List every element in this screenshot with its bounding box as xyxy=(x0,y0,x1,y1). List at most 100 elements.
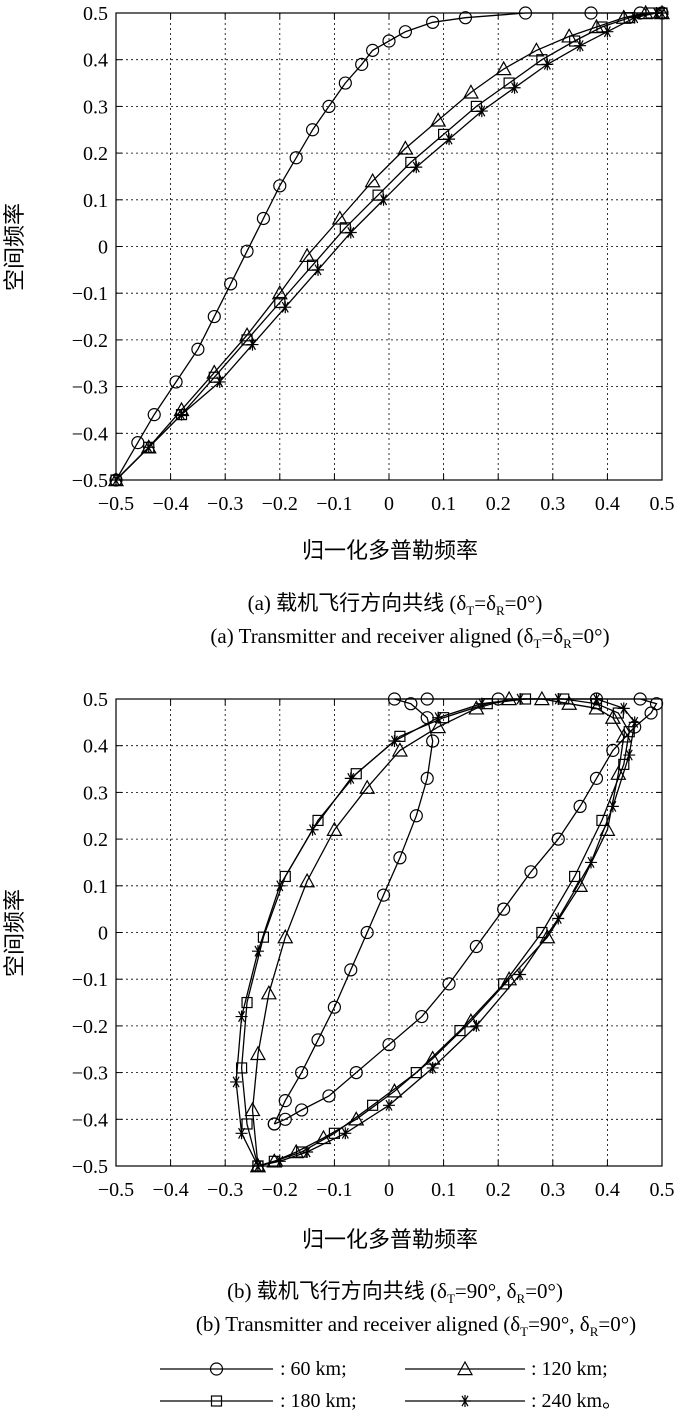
panel-a-y-ticks: −0.5 −0.4 −0.3 −0.2 −0.1 0 0.1 0.2 0.3 0.4 0.5 xyxy=(72,3,662,492)
data-point xyxy=(359,779,376,794)
legend-marker xyxy=(456,1360,474,1376)
x-tick-label: 0.4 xyxy=(595,493,620,515)
data-point xyxy=(498,978,510,990)
data-point xyxy=(207,309,221,324)
data-point xyxy=(585,856,598,869)
y-tick-label: −0.3 xyxy=(72,377,108,399)
data-point xyxy=(430,112,447,127)
data-point xyxy=(142,441,155,454)
data-point xyxy=(606,800,619,813)
data-point xyxy=(383,1099,395,1112)
data-point xyxy=(623,726,635,738)
data-point xyxy=(397,140,414,155)
y-tick-label: 0.4 xyxy=(83,50,108,72)
data-point xyxy=(454,1024,466,1037)
series-line xyxy=(240,698,630,1167)
legend-marker xyxy=(209,1362,224,1376)
x-tick-label: −0.5 xyxy=(98,1179,134,1201)
data-point xyxy=(552,912,565,925)
data-point xyxy=(458,11,473,25)
data-point xyxy=(541,58,554,71)
panel-a-caption-zh: (a) 载机飞行方向共线 (δT=δR=0°) xyxy=(248,591,543,618)
data-point xyxy=(312,263,325,276)
y-tick-label: −0.2 xyxy=(72,1016,108,1038)
data-point xyxy=(495,60,512,76)
y-tick-label: 0.2 xyxy=(83,143,108,165)
data-point xyxy=(311,1033,325,1047)
x-tick-label: 0.2 xyxy=(486,493,511,515)
data-point xyxy=(475,697,488,710)
data-point xyxy=(604,709,621,724)
data-point xyxy=(497,902,511,916)
data-point xyxy=(386,1083,403,1098)
data-point xyxy=(267,1117,281,1131)
data-point xyxy=(241,1118,253,1130)
series-line xyxy=(273,698,658,1125)
data-point xyxy=(299,872,316,888)
data-point xyxy=(355,57,369,71)
panel-a-y-axis-label: 空间频率 xyxy=(3,203,28,291)
panel-a-grid xyxy=(116,13,662,480)
panel-b-caption-en: (b) Transmitter and receiver aligned (δT… xyxy=(196,1312,636,1339)
x-tick-label: 0.3 xyxy=(540,493,565,515)
series-line xyxy=(251,698,625,1167)
data-point xyxy=(230,1075,243,1088)
data-point xyxy=(367,1099,379,1111)
data-point xyxy=(415,1009,429,1024)
y-tick-label: 0.4 xyxy=(83,736,108,758)
legend-label: : 180 km; xyxy=(280,1390,357,1412)
legend-label: : 60 km; xyxy=(280,1358,347,1380)
data-point xyxy=(301,1145,314,1158)
data-point xyxy=(273,879,286,892)
legend-item: : 180 km; xyxy=(160,1390,357,1412)
data-point xyxy=(388,735,401,748)
data-point xyxy=(326,821,343,836)
data-point xyxy=(305,123,320,137)
x-tick-label: −0.4 xyxy=(152,1179,188,1201)
data-point xyxy=(514,968,527,981)
x-tick-label: 0 xyxy=(384,1179,394,1201)
x-tick-label: −0.3 xyxy=(207,493,243,515)
x-tick-label: −0.1 xyxy=(316,1179,352,1201)
panel-b-x-axis-label: 归一化多普勒频率 xyxy=(302,1228,478,1253)
data-point xyxy=(588,700,605,715)
y-tick-label: −0.1 xyxy=(72,969,108,991)
data-point xyxy=(475,105,488,118)
data-point xyxy=(409,809,423,823)
data-point xyxy=(344,226,357,239)
data-point xyxy=(306,823,319,836)
x-tick-label: 0.4 xyxy=(595,1179,620,1201)
panel-b-chart: −0.5 −0.4 −0.3 −0.2 −0.1 0 0.1 0.2 0.3 0.4 0.5 −0.… xyxy=(3,689,675,1339)
data-point xyxy=(420,771,434,785)
data-point xyxy=(528,42,545,57)
y-tick-label: 0.3 xyxy=(83,782,108,804)
legend-item: : 120 km; xyxy=(405,1358,608,1380)
data-point xyxy=(235,1062,248,1074)
panel-b-y-ticks: −0.5 −0.4 −0.3 −0.2 −0.1 0 0.1 0.2 0.3 0.4 0.5 xyxy=(72,689,662,1178)
y-tick-label: 0.5 xyxy=(83,689,108,711)
data-point xyxy=(569,870,581,883)
data-point xyxy=(376,888,391,902)
data-point xyxy=(278,1112,292,1126)
data-point xyxy=(240,244,254,258)
data-point xyxy=(508,81,521,94)
x-tick-label: −0.2 xyxy=(262,1179,298,1201)
series-square xyxy=(235,693,635,1172)
data-point xyxy=(360,925,374,940)
data-point xyxy=(295,1065,309,1080)
data-point xyxy=(366,43,380,57)
legend: : 60 km; : 120 km; : 180 km; : 240 km。 xyxy=(160,1358,622,1412)
x-tick-label: −0.1 xyxy=(316,493,352,515)
data-point xyxy=(224,277,238,291)
data-point xyxy=(606,743,620,757)
data-point xyxy=(249,1045,266,1061)
legend-label: : 120 km; xyxy=(531,1358,608,1380)
legend-label: : 240 km。 xyxy=(531,1390,622,1412)
data-point xyxy=(623,749,636,762)
legend-marker xyxy=(459,1395,471,1407)
data-point xyxy=(572,877,589,893)
data-point xyxy=(391,742,408,757)
data-point xyxy=(213,375,226,388)
data-point xyxy=(175,408,188,421)
